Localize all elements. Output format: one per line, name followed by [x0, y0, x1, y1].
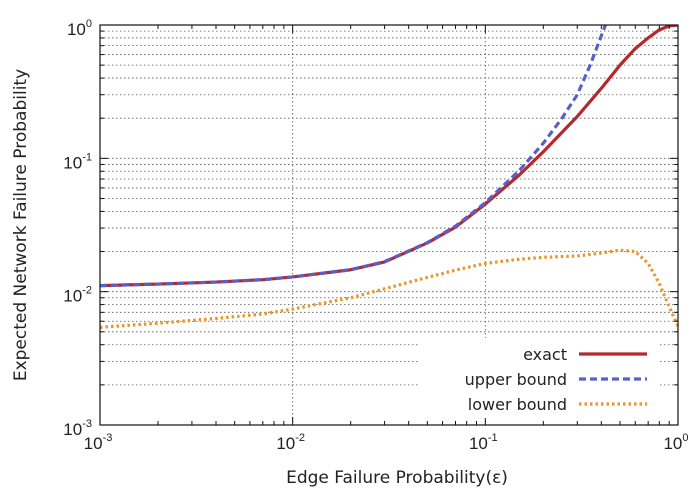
legend-label: upper bound: [465, 370, 567, 389]
x-tick-label: 100: [663, 432, 688, 453]
tick-labels: 10-3 10-2 10-1 100 10-3 10-2 10-1 100: [63, 18, 688, 453]
series-lines: [100, 25, 678, 329]
x-tick-label: 10-2: [276, 432, 305, 453]
legend-label: exact: [523, 345, 567, 364]
x-axis-title: Edge Failure Probability(ε): [286, 468, 508, 488]
y-tick-label: 10-2: [63, 285, 92, 306]
grid: [100, 25, 678, 425]
plot-frame: [99, 24, 679, 426]
series-line-upper-bound: [100, 25, 607, 288]
axis-ticks: [100, 25, 678, 425]
x-tick-label: 10-1: [469, 432, 498, 453]
legend: exact upper bound lower bound: [420, 338, 660, 418]
series-line-lower-bound: [100, 248, 678, 329]
x-tick-label: 10-3: [84, 432, 113, 453]
y-tick-label: 10-1: [63, 151, 92, 172]
y-axis-title: Expected Network Failure Probability: [11, 69, 31, 381]
y-tick-label: 100: [67, 18, 92, 39]
legend-label: lower bound: [468, 395, 567, 414]
y-tick-label: 10-3: [63, 418, 92, 439]
